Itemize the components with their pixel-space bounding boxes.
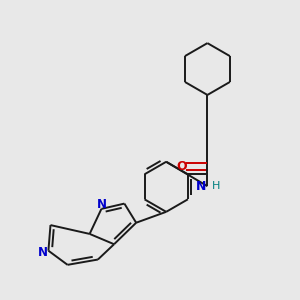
Text: N: N: [196, 180, 206, 193]
Text: N: N: [97, 198, 107, 211]
Text: O: O: [176, 160, 187, 173]
Text: N: N: [38, 246, 48, 259]
Text: H: H: [212, 181, 220, 191]
